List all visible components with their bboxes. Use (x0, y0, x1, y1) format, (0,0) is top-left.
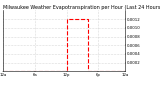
Text: Milwaukee Weather Evapotranspiration per Hour (Last 24 Hours) (Oz/sq ft): Milwaukee Weather Evapotranspiration per… (3, 5, 160, 10)
